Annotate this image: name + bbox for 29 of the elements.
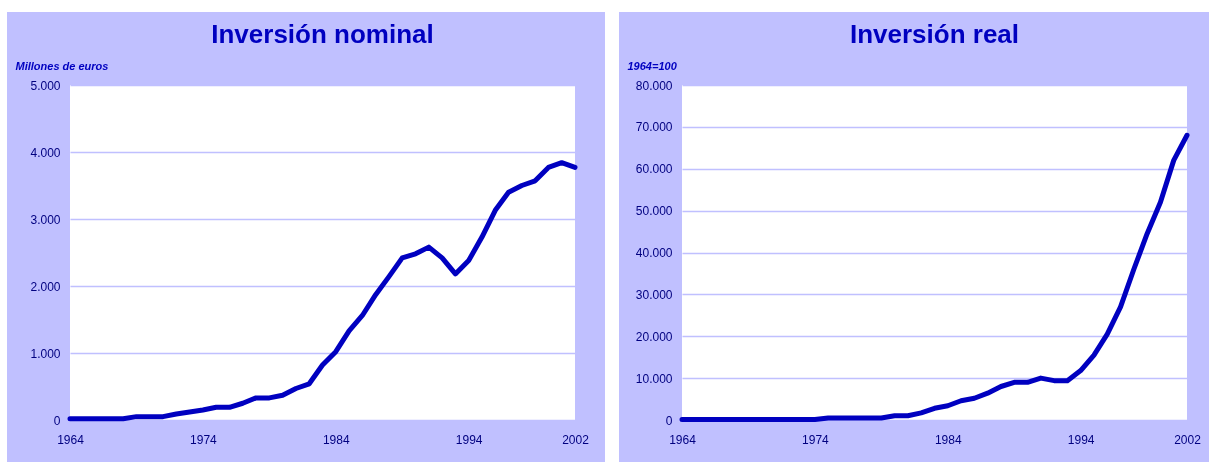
y-tick-label: 2.000 [30,279,61,294]
x-tick-label: 1984 [934,432,962,447]
y-tick-label: 0 [53,413,61,428]
x-tick-label: 1974 [802,432,830,447]
y-tick-label: 80.000 [635,78,673,93]
x-tick-label: 1974 [190,432,218,447]
x-tick-label: 2002 [562,432,590,447]
y-axis-title: Millones de euros [15,59,109,72]
y-tick-label: 40.000 [635,246,673,260]
y-tick-label: 4.000 [30,145,61,160]
y-axis-title: 1964=100 [627,59,678,72]
y-tick-label: 3.000 [30,212,61,227]
x-tick-label: 1994 [1067,432,1095,447]
y-tick-label: 10.000 [635,371,673,386]
x-tick-label: 1964 [669,432,697,447]
x-tick-label: 1994 [455,432,483,447]
y-tick-label: 1.000 [30,346,61,361]
y-tick-label: 50.000 [635,204,673,219]
y-tick-label: 5.000 [30,78,61,93]
x-tick-label: 1984 [322,432,350,447]
y-tick-label: 60.000 [635,162,673,177]
y-tick-label: 70.000 [635,120,673,135]
chart-title: Inversión real [849,19,1020,49]
x-tick-label: 1964 [57,432,85,447]
chart-title: Inversión nominal [211,19,434,49]
y-tick-label: 20.000 [635,329,673,344]
y-tick-label: 30.000 [635,287,673,302]
x-tick-label: 2002 [1174,432,1202,447]
y-tick-label: 0 [665,413,673,428]
